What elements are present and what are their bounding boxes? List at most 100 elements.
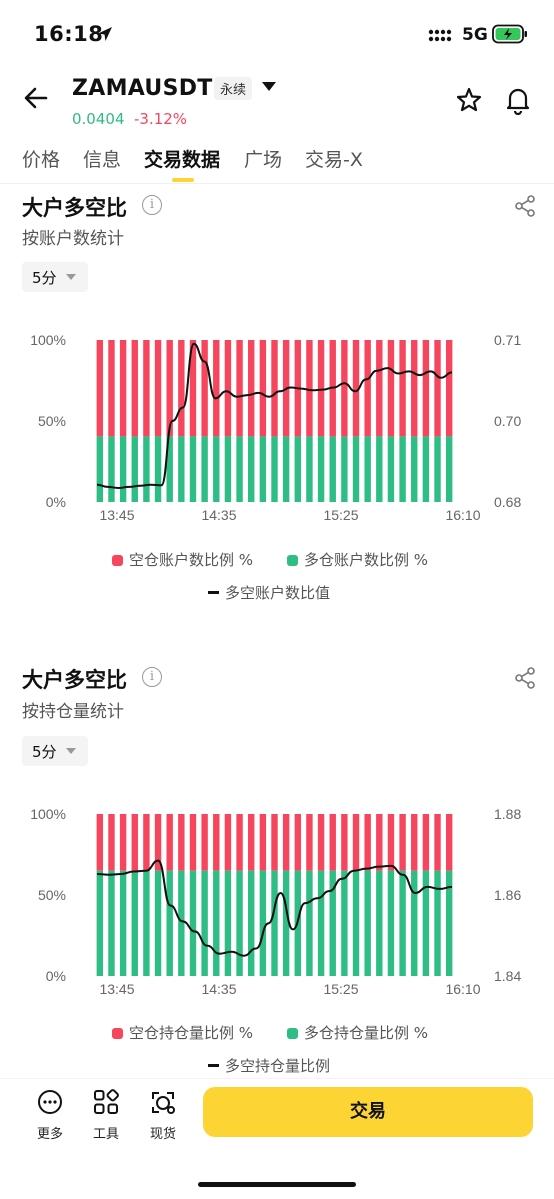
y-left-tick-label: 50% bbox=[38, 887, 66, 903]
bar-long bbox=[294, 436, 301, 502]
battery-icon bbox=[492, 24, 527, 44]
last-price: 0.0404 bbox=[72, 110, 125, 128]
bar-long bbox=[376, 436, 383, 502]
tab-trade-x[interactable]: 交易-X bbox=[305, 149, 363, 171]
bar-long bbox=[422, 436, 430, 502]
bar-long bbox=[189, 870, 197, 976]
notification-bell-icon[interactable] bbox=[504, 85, 532, 115]
x-tick-label: 16:10 bbox=[445, 507, 480, 523]
spot-button[interactable]: 现货 bbox=[143, 1089, 183, 1142]
symbol-title[interactable]: ZAMAUSDT bbox=[72, 76, 213, 101]
bar-long bbox=[178, 870, 185, 976]
bar-short bbox=[259, 340, 267, 437]
chart2-interval-select[interactable]: 5分 bbox=[22, 736, 88, 766]
bar-short bbox=[248, 814, 255, 871]
bar-short bbox=[201, 340, 208, 437]
spot-label: 现货 bbox=[149, 1127, 176, 1142]
legend-item-ratio: 多空持仓量比例 bbox=[208, 1055, 330, 1076]
legend-label-short: 空仓账户数比例 % bbox=[129, 551, 254, 569]
market-header: ZAMAUSDT 永续 0.0404 -3.12% bbox=[0, 68, 554, 132]
x-tick-label: 13:45 bbox=[99, 507, 134, 523]
bottom-action-bar: 更多 工具 现货 交易 bbox=[0, 1078, 554, 1199]
y-right-tick-label: 0.70 bbox=[494, 413, 521, 429]
x-tick-label: 16:10 bbox=[445, 981, 480, 997]
more-button[interactable]: 更多 bbox=[30, 1089, 70, 1142]
long-swatch bbox=[287, 555, 298, 566]
bar-short bbox=[387, 340, 395, 437]
bar-short bbox=[329, 814, 336, 871]
bar-short bbox=[399, 814, 406, 871]
tab-price[interactable]: 价格 bbox=[22, 149, 61, 171]
favorite-star-icon[interactable] bbox=[455, 86, 483, 114]
signal-icon bbox=[428, 29, 452, 42]
bar-long bbox=[259, 436, 267, 502]
bar-short bbox=[143, 814, 150, 871]
legend-label-ratio: 多空账户数比值 bbox=[225, 584, 331, 602]
ratio-line bbox=[96, 859, 453, 957]
trade-button[interactable]: 交易 bbox=[203, 1087, 533, 1137]
bar-long bbox=[306, 870, 313, 976]
bar-short bbox=[248, 340, 255, 437]
legend-label-short: 空仓持仓量比例 % bbox=[129, 1024, 254, 1042]
legend-item-ratio: 多空账户数比值 bbox=[208, 582, 330, 603]
bar-long bbox=[131, 870, 138, 976]
x-tick-label: 14:35 bbox=[201, 507, 236, 523]
bar-long bbox=[271, 870, 278, 976]
chart1-interval-label: 5分 bbox=[32, 269, 57, 287]
chart1-info-icon[interactable]: i bbox=[142, 195, 162, 215]
y-left-tick-label: 0% bbox=[46, 968, 66, 984]
chart2-share-icon[interactable] bbox=[514, 667, 536, 689]
ratio-line-swatch bbox=[208, 1064, 219, 1067]
bar-long bbox=[166, 870, 173, 976]
legend-item-long: 多仓账户数比例 % bbox=[287, 549, 428, 570]
bar-long bbox=[248, 436, 255, 502]
bar-short bbox=[96, 340, 104, 437]
bar-long bbox=[411, 436, 418, 502]
bar-short bbox=[434, 340, 441, 437]
legend-label-long: 多仓账户数比例 % bbox=[304, 551, 429, 569]
chart1-share-icon[interactable] bbox=[514, 195, 536, 217]
back-arrow-icon[interactable] bbox=[22, 84, 50, 112]
long-swatch bbox=[287, 1028, 298, 1039]
bar-short bbox=[271, 340, 278, 437]
bar-long bbox=[143, 870, 150, 976]
bar-short bbox=[178, 814, 185, 871]
contract-type-badge: 永续 bbox=[214, 77, 253, 100]
legend-label-long: 多仓持仓量比例 % bbox=[304, 1024, 429, 1042]
bar-long bbox=[306, 436, 313, 502]
y-right-tick-label: 1.86 bbox=[494, 887, 521, 903]
chart1-title: 大户多空比 bbox=[22, 196, 127, 220]
bar-long bbox=[108, 870, 115, 976]
bar-short bbox=[422, 340, 430, 437]
bar-long bbox=[434, 436, 441, 502]
legend-item-short: 空仓持仓量比例 % bbox=[112, 1022, 253, 1043]
tools-button[interactable]: 工具 bbox=[86, 1089, 126, 1142]
bar-short bbox=[108, 340, 115, 437]
bar-short bbox=[434, 814, 441, 871]
bar-short bbox=[108, 814, 115, 871]
ratio-line bbox=[96, 342, 453, 489]
bar-long bbox=[445, 870, 453, 976]
short-swatch bbox=[112, 555, 123, 566]
bar-long bbox=[108, 436, 115, 502]
tab-square[interactable]: 广场 bbox=[244, 149, 283, 171]
y-right-tick-label: 1.88 bbox=[494, 806, 521, 822]
bar-short bbox=[376, 814, 383, 871]
chart2-info-icon[interactable]: i bbox=[142, 667, 162, 687]
chart2-title: 大户多空比 bbox=[22, 668, 127, 692]
tab-info[interactable]: 信息 bbox=[83, 149, 122, 171]
bar-long bbox=[341, 870, 348, 976]
bar-short bbox=[96, 814, 104, 871]
bar-long bbox=[96, 436, 104, 502]
bar-long bbox=[271, 436, 278, 502]
bar-long bbox=[352, 436, 360, 502]
tab-trading-data[interactable]: 交易数据 bbox=[144, 149, 221, 171]
chart1-long-short-account-ratio: 0% 50% 100% 0.68 0.70 0.71 13:45 14:35 15:25 16:1… bbox=[30, 332, 521, 523]
bar-short bbox=[178, 340, 185, 437]
bar-short bbox=[282, 814, 290, 871]
chart1-interval-select[interactable]: 5分 bbox=[22, 262, 88, 292]
x-tick-label: 14:35 bbox=[201, 981, 236, 997]
bar-short bbox=[387, 814, 395, 871]
bar-short bbox=[376, 340, 383, 437]
symbol-dropdown-caret-icon[interactable] bbox=[262, 82, 276, 91]
